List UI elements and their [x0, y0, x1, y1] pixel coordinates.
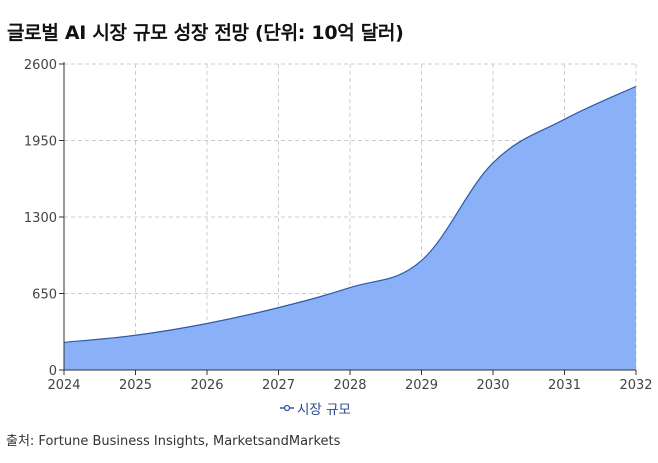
area-fill [64, 86, 636, 370]
source-note: 출처: Fortune Business Insights, Marketsan… [6, 434, 341, 449]
y-tick-label: 1300 [24, 211, 57, 226]
x-tick-label: 2032 [619, 378, 652, 393]
x-tick-label: 2026 [190, 378, 223, 393]
x-tick-label: 2028 [333, 378, 366, 393]
y-tick-label: 0 [49, 364, 57, 379]
legend-label: 시장 규모 [297, 402, 351, 418]
x-axis-ticks: 2024 2025 2026 2027 2028 2029 2030 2031 2032 [47, 370, 653, 393]
x-tick-label: 2027 [262, 378, 295, 393]
y-tick-label: 1950 [24, 135, 57, 150]
legend-line-marker-icon [280, 404, 294, 412]
legend[interactable]: 시장 규모 [280, 398, 351, 418]
chart-title: 글로벌 AI 시장 규모 성장 전망 (단위: 10억 달러) [7, 22, 404, 44]
x-tick-label: 2030 [476, 378, 509, 393]
y-tick-label: 650 [32, 288, 57, 303]
y-tick-label: 2600 [24, 58, 57, 73]
y-axis-ticks: 0 650 1300 1950 2600 [24, 58, 64, 379]
x-tick-label: 2029 [405, 378, 438, 393]
x-tick-label: 2031 [548, 378, 581, 393]
x-tick-label: 2024 [47, 378, 80, 393]
x-tick-label: 2025 [119, 378, 152, 393]
area-series [63, 85, 637, 370]
series-line [63, 85, 637, 343]
